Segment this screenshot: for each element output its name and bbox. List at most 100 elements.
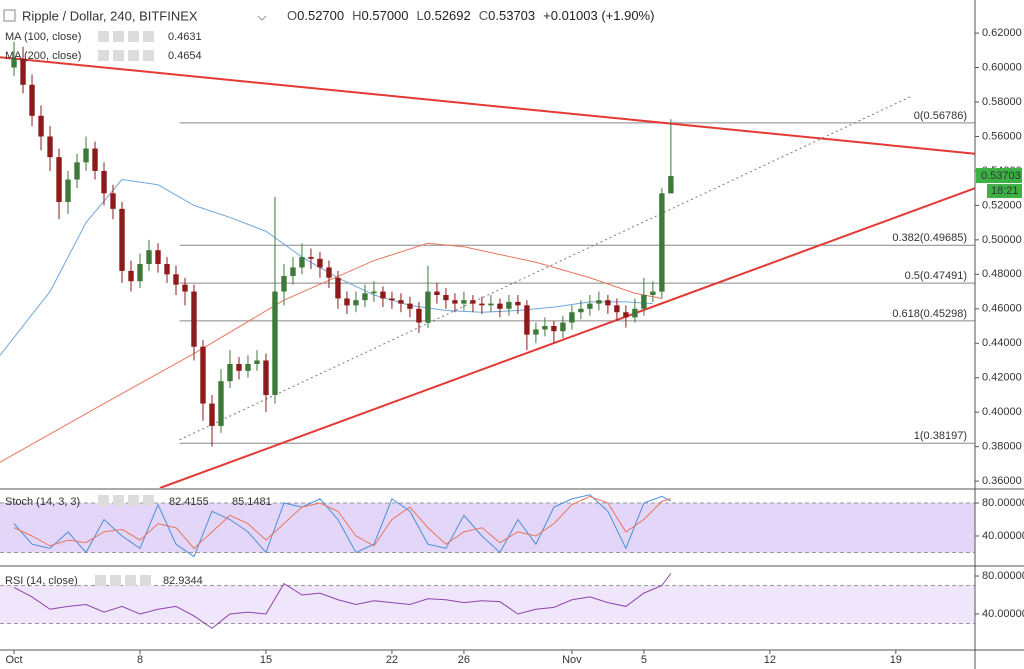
candle-body (425, 291, 431, 323)
dropdown-arrow[interactable] (257, 15, 267, 21)
candle-body (416, 308, 422, 323)
candle-body (263, 360, 269, 395)
candle-body (650, 291, 656, 296)
ohlc-key: O (287, 8, 297, 23)
candle-body (497, 303, 503, 309)
x-tick-label: 5 (641, 654, 647, 666)
candle-body (389, 298, 395, 301)
candle-body (110, 193, 116, 209)
candle-body (515, 301, 521, 306)
candle-body (11, 58, 17, 68)
indicator-band (0, 585, 975, 624)
candle-body (317, 258, 323, 268)
candle-body (434, 291, 440, 296)
price-pane (0, 41, 975, 488)
y-tick-label: 0.52000 (982, 199, 1022, 211)
time-tag-label: 18:21 (991, 185, 1019, 197)
trend-line (159, 187, 975, 488)
ohlc-key: C (479, 8, 488, 23)
stoch-pane (0, 494, 975, 558)
ohlc-value: 0.57000 (362, 8, 409, 23)
collapse-button[interactable] (3, 9, 16, 22)
indicator-line (13, 494, 672, 558)
chart-title: Ripple / Dollar, 240, BITFINEX (22, 8, 198, 23)
candle-body (290, 267, 296, 277)
ohlc-value: 0.53703 (488, 8, 535, 23)
candle-body (47, 136, 53, 158)
ohlc-value: 0.52700 (297, 8, 344, 23)
y-tick-label: 0.56000 (982, 130, 1022, 142)
legend-button[interactable] (143, 495, 154, 506)
rsi-pane (0, 572, 975, 629)
time-tag (987, 184, 1022, 199)
legend-button[interactable] (113, 495, 124, 506)
candle-body (119, 208, 125, 271)
candle-body (371, 291, 377, 294)
x-tick-label: Nov (562, 654, 582, 666)
legend-button[interactable] (110, 575, 121, 586)
candle-body (407, 303, 413, 309)
candle-body (101, 170, 107, 194)
x-tick-label: 22 (386, 654, 398, 666)
legend-button[interactable] (98, 31, 109, 42)
legend-button[interactable] (98, 50, 109, 61)
candle-body (605, 300, 611, 306)
candle-body (452, 300, 458, 304)
candle-body (335, 277, 341, 299)
candle-body (164, 263, 170, 275)
price-tag (976, 168, 1022, 184)
legend-name: MA (200, close) (5, 50, 81, 62)
y-tick-label: 0.42000 (982, 372, 1022, 384)
candle-body (470, 300, 476, 304)
y-tick-label: 0.46000 (982, 303, 1022, 315)
fib-label: 0.618(0.45298) (892, 308, 967, 320)
legend-button[interactable] (125, 575, 136, 586)
legend-button[interactable] (143, 31, 154, 42)
candle-body (227, 363, 233, 382)
candle-body (254, 360, 260, 364)
legend-button[interactable] (128, 495, 139, 506)
candle-body (596, 300, 602, 304)
candle-body (533, 329, 539, 335)
x-tick-label: 12 (764, 654, 776, 666)
candle-body (38, 115, 44, 137)
candle-body (578, 308, 584, 313)
legend-button[interactable] (98, 495, 109, 506)
fib-label: 0.382(0.49685) (892, 232, 967, 244)
y-tick-label: 0.44000 (982, 337, 1022, 349)
legend-button[interactable] (95, 575, 106, 586)
candle-body (353, 300, 359, 306)
candle-body (191, 291, 197, 347)
candle-body (551, 326, 557, 332)
candle-body (56, 157, 62, 202)
fib-label: 0.5(0.47491) (905, 270, 967, 282)
legend-button[interactable] (140, 575, 151, 586)
candle-body (272, 291, 278, 395)
candle-body (128, 270, 134, 282)
legend-button[interactable] (128, 50, 139, 61)
candle-body (209, 403, 215, 426)
legend-value: 82.4155 (169, 496, 209, 508)
legend-value: 0.4654 (168, 50, 202, 62)
candle-body (299, 257, 305, 268)
candle-body (218, 381, 224, 426)
x-tick-label: 26 (458, 654, 470, 666)
candle-body (398, 300, 404, 304)
indicator-line (13, 572, 672, 629)
candle-body (182, 284, 188, 292)
price-tag-label: 0.53703 (981, 170, 1021, 182)
y-tick-label: 0.48000 (982, 268, 1022, 280)
candle-body (569, 312, 575, 323)
y-tick-label: 80.00000 (982, 497, 1024, 509)
legend-button[interactable] (143, 50, 154, 61)
candle-body (524, 305, 530, 335)
legend-button[interactable] (113, 50, 124, 61)
candle-body (74, 162, 80, 180)
candle-body (668, 176, 674, 194)
candle-body (173, 274, 179, 285)
y-tick-label: 0.50000 (982, 234, 1022, 246)
candle-body (344, 298, 350, 306)
legend-button[interactable] (128, 31, 139, 42)
legend-button[interactable] (113, 31, 124, 42)
